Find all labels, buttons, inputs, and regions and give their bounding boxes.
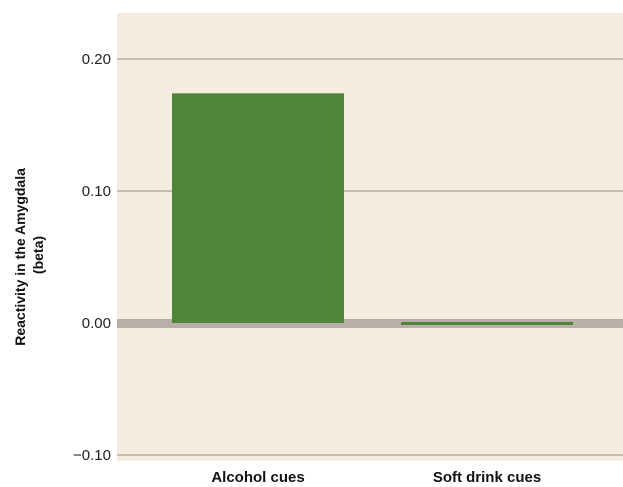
category-label: Alcohol cues [211,469,304,486]
bar-alcohol-cues [172,93,344,323]
category-labels: Alcohol cues Soft drink cues [211,469,541,486]
bars [172,93,573,325]
zero-line [117,319,623,328]
bar-soft-drink-cues [401,322,573,325]
y-axis-title-line-1: Reactivity in the Amygdala [12,168,28,346]
y-tick-label: −0.10 [73,447,111,464]
y-tick-label: 0.20 [82,51,111,68]
y-tick-label: 0.00 [82,315,111,332]
category-label: Soft drink cues [433,469,541,486]
y-axis-title-line-2: (beta) [30,236,46,274]
y-tick-label: 0.10 [82,183,111,200]
zero-line-layer [117,319,623,328]
y-tick-labels: 0.20 0.10 0.00 −0.10 [73,51,111,464]
y-axis-title: Reactivity in the Amygdala (beta) [12,164,46,346]
